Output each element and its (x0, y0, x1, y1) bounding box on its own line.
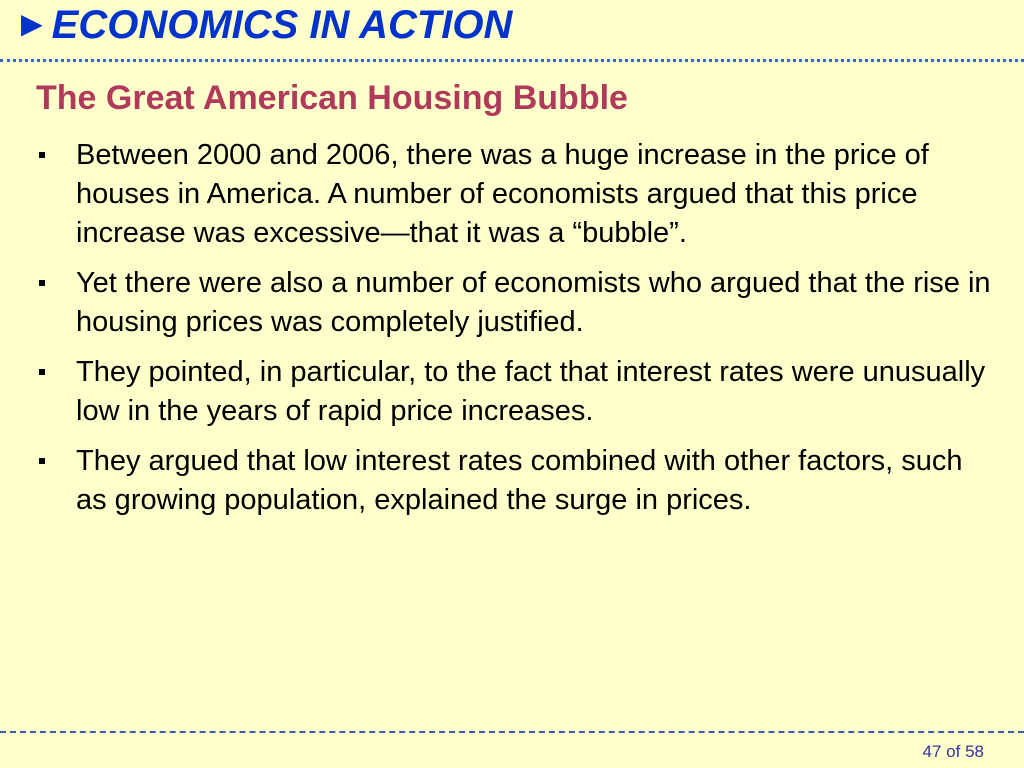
square-bullet-icon (39, 280, 45, 286)
square-bullet-icon (39, 152, 45, 158)
slide-subtitle: The Great American Housing Bubble (36, 79, 628, 117)
header-divider (0, 59, 1024, 62)
play-arrow-icon: ► (14, 3, 50, 44)
bullet-item: They argued that low interest rates comb… (36, 442, 996, 520)
footer-divider (0, 731, 1024, 733)
bullet-text: They argued that low interest rates comb… (76, 445, 963, 516)
bullet-list: Between 2000 and 2006, there was a huge … (36, 136, 996, 531)
section-header: ► ECONOMICS IN ACTION (14, 0, 512, 50)
bullet-text: Yet there were also a number of economis… (76, 267, 991, 338)
bullet-item: They pointed, in particular, to the fact… (36, 353, 996, 431)
bullet-item: Yet there were also a number of economis… (36, 264, 996, 342)
square-bullet-icon (39, 458, 45, 464)
page-number: 47 of 58 (922, 742, 984, 761)
section-title: ECONOMICS IN ACTION (51, 3, 513, 47)
square-bullet-icon (39, 369, 45, 375)
bullet-item: Between 2000 and 2006, there was a huge … (36, 136, 996, 253)
bullet-text: Between 2000 and 2006, there was a huge … (76, 139, 929, 249)
bullet-text: They pointed, in particular, to the fact… (76, 356, 986, 427)
